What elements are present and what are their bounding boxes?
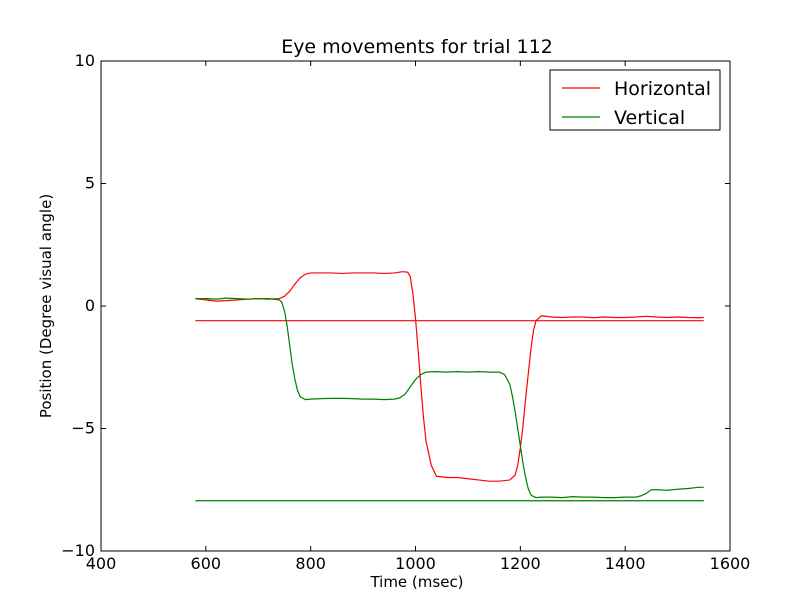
y-axis-label: Position (Degree visual angle) [37, 194, 55, 418]
legend: Horizontal Vertical [549, 69, 721, 131]
plot-frame [100, 60, 731, 552]
series-line-2 [195, 297, 704, 499]
x-tick-label-1: 600 [191, 554, 222, 573]
ticks-layer: 400 600 800 1000 1200 1400 1600 −10 −5 0 5 10 [61, 51, 750, 573]
legend-label-0: Horizontal [614, 78, 711, 100]
x-tick-label-3: 1000 [395, 554, 436, 573]
x-tick-label-6: 1600 [710, 554, 751, 573]
y-tick-label-2: 0 [85, 296, 95, 315]
x-tick-label-2: 800 [295, 554, 326, 573]
chart-title: Eye movements for trial 112 [281, 36, 553, 58]
series-layer [195, 271, 704, 502]
legend-label-2: Vertical [614, 107, 685, 129]
y-tick-label-4: 10 [75, 51, 95, 70]
x-tick-label-0: 400 [86, 554, 117, 573]
x-tick-label-4: 1200 [500, 554, 541, 573]
y-tick-label-1: −5 [71, 419, 95, 438]
legend-box [549, 69, 721, 131]
series-line-0 [195, 271, 704, 482]
y-tick-label-0: −10 [61, 541, 95, 560]
y-tick-label-3: 5 [85, 174, 95, 193]
x-axis-label: Time (msec) [369, 573, 463, 591]
x-tick-label-5: 1400 [605, 554, 646, 573]
